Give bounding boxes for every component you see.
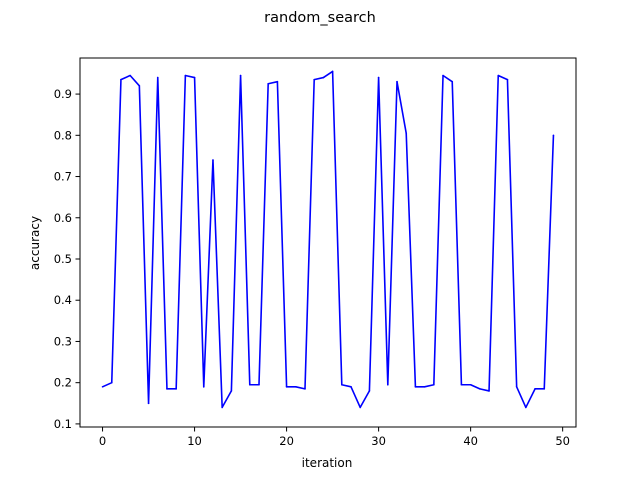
data-point bbox=[138, 85, 141, 87]
data-point bbox=[350, 386, 352, 388]
data-point bbox=[248, 383, 251, 386]
y-tick-label: 0.8 bbox=[54, 128, 72, 142]
chart-title: random_search bbox=[264, 10, 376, 26]
x-tick-label: 10 bbox=[187, 434, 202, 448]
data-point bbox=[120, 78, 122, 81]
data-point bbox=[359, 406, 362, 409]
data-point bbox=[322, 76, 325, 79]
data-point bbox=[451, 80, 454, 83]
x-tick-label: 50 bbox=[555, 434, 570, 448]
data-point bbox=[129, 74, 131, 77]
y-tick-label: 0.9 bbox=[54, 87, 72, 101]
data-point bbox=[101, 386, 104, 388]
data-point bbox=[488, 390, 490, 392]
data-point bbox=[184, 74, 187, 77]
plot-frame bbox=[79, 57, 577, 428]
data-point bbox=[506, 78, 509, 81]
y-tick-label: 0.2 bbox=[54, 376, 72, 390]
x-tick-label: 30 bbox=[371, 434, 386, 448]
x-tick-label: 40 bbox=[463, 434, 478, 448]
data-point bbox=[433, 383, 435, 386]
data-point bbox=[304, 388, 306, 390]
data-point bbox=[267, 82, 269, 85]
data-point bbox=[460, 383, 463, 386]
data-point bbox=[193, 76, 196, 79]
data-point bbox=[258, 383, 260, 386]
data-point bbox=[313, 78, 316, 81]
data-point bbox=[221, 406, 223, 409]
data-point bbox=[341, 383, 343, 386]
data-point bbox=[175, 388, 177, 390]
data-point bbox=[239, 74, 242, 77]
data-point bbox=[110, 381, 113, 384]
data-point bbox=[442, 74, 444, 77]
data-point bbox=[525, 406, 527, 409]
x-axis-label: iteration bbox=[302, 456, 353, 470]
plot-area: 0 10 20 30 40 50 0.1 0.2 0.3 0.4 0.5 0.6 0.7 0.8 0.9 bbox=[54, 57, 577, 448]
data-point bbox=[423, 386, 426, 388]
y-tick-label: 0.1 bbox=[54, 417, 72, 431]
data-point bbox=[202, 386, 205, 388]
data-point bbox=[396, 80, 398, 83]
data-point bbox=[515, 386, 518, 388]
y-axis-label: accuracy bbox=[28, 216, 42, 270]
data-point bbox=[230, 390, 233, 392]
data-point bbox=[405, 132, 408, 135]
data-point bbox=[469, 383, 472, 386]
data-point bbox=[156, 76, 159, 79]
data-point bbox=[276, 80, 279, 83]
data-point bbox=[285, 386, 288, 388]
y-tick-label: 0.5 bbox=[54, 252, 72, 266]
data-point bbox=[212, 159, 214, 161]
series-line-0 bbox=[102, 70, 555, 409]
x-tick-label: 20 bbox=[279, 434, 294, 448]
data-point bbox=[368, 390, 371, 392]
x-tick-label: 0 bbox=[99, 434, 106, 448]
data-point bbox=[331, 70, 334, 73]
data-point bbox=[414, 386, 417, 388]
data-point bbox=[534, 388, 536, 390]
data-point bbox=[387, 383, 389, 386]
y-tick-label: 0.3 bbox=[54, 334, 72, 348]
data-point bbox=[166, 388, 168, 390]
data-point bbox=[543, 388, 546, 390]
data-point bbox=[479, 388, 481, 390]
data-point bbox=[147, 402, 150, 405]
y-tick-label: 0.6 bbox=[54, 211, 72, 225]
data-point bbox=[294, 386, 297, 388]
y-tick-label: 0.7 bbox=[54, 170, 72, 184]
data-point bbox=[552, 134, 555, 137]
data-point bbox=[497, 74, 500, 77]
y-tick-label: 0.4 bbox=[54, 293, 72, 307]
data-point bbox=[377, 76, 380, 79]
